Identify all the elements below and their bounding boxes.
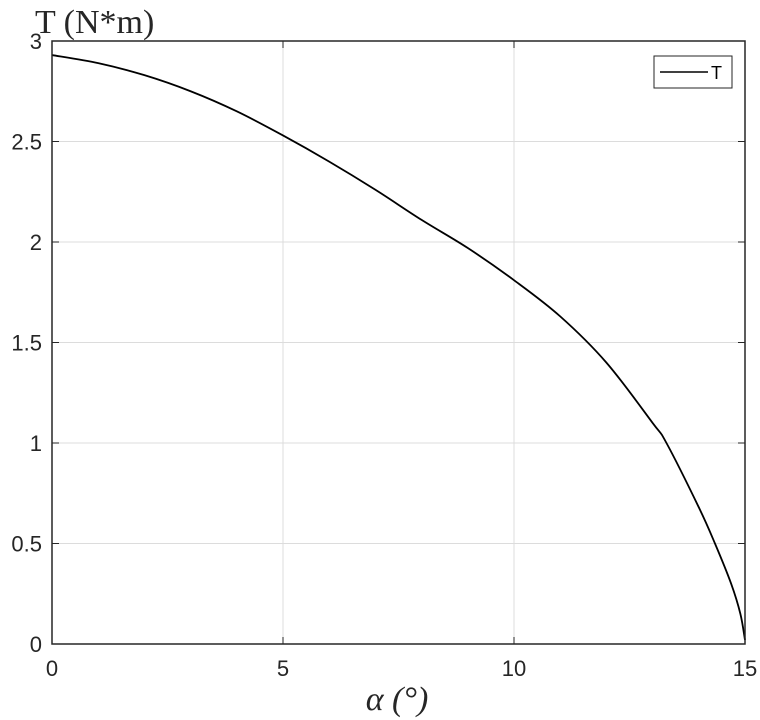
y-tick-label: 1 (30, 431, 42, 456)
x-tick-label: 5 (277, 656, 289, 681)
y-tick-label: 0.5 (11, 532, 42, 557)
x-tick-label: 0 (46, 656, 58, 681)
y-tick-label: 2 (30, 230, 42, 255)
x-tick-label: 15 (733, 656, 757, 681)
legend: T (653, 55, 733, 89)
x-axis-label: α (°) (366, 681, 429, 718)
series-line-T (51, 54, 746, 641)
y-axis-label: T (N*m) (35, 4, 154, 41)
x-tick-label: 10 (502, 656, 526, 681)
y-tick-label: 0 (30, 632, 42, 657)
grid (51, 40, 746, 645)
legend-label-T: T (711, 63, 722, 83)
ticks: 0 5 10 15 0 0.5 1 1.5 2 2.5 3 (11, 29, 757, 681)
y-tick-label: 1.5 (11, 331, 42, 356)
series-layer (51, 54, 746, 641)
y-tick-label: 2.5 (11, 130, 42, 155)
y-tick-label: 3 (30, 29, 42, 54)
